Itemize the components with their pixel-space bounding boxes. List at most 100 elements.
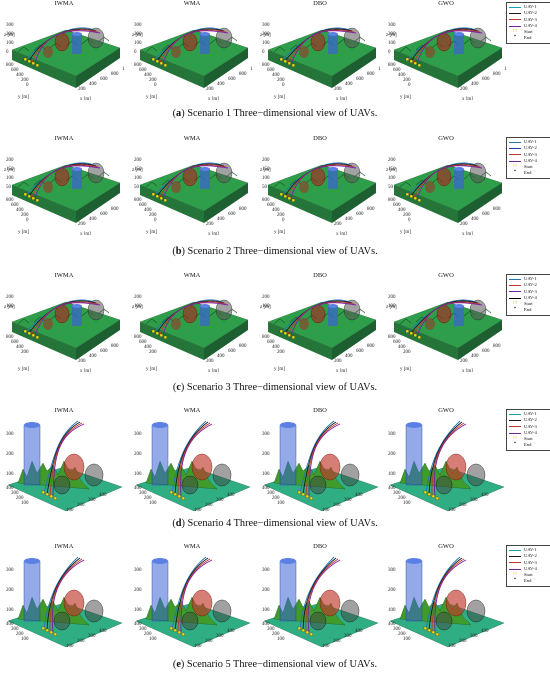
z-tick-label: 100 xyxy=(262,472,270,477)
legend-item-end: * End xyxy=(509,35,549,41)
start-marker xyxy=(409,331,413,335)
uav-1-path xyxy=(425,556,461,630)
legend-label: End xyxy=(524,170,532,176)
legend-label: UAV-1 xyxy=(524,276,537,281)
sphere-obstacle xyxy=(299,46,309,58)
uav-4-path xyxy=(416,165,483,199)
legend-line-swatch xyxy=(509,19,521,21)
caption-label: e xyxy=(176,659,181,670)
sphere-obstacle xyxy=(340,599,360,623)
sphere-obstacle xyxy=(319,589,341,617)
z-tick-label: 100 xyxy=(262,608,270,613)
x-tick-label: 300 xyxy=(470,498,478,503)
panel-title: IWMA xyxy=(54,407,74,414)
x-tick-label: 100 xyxy=(194,644,202,649)
x-axis-label: x [m] xyxy=(336,369,347,372)
y-tick-label: 400 xyxy=(272,73,280,78)
x-tick-label: 300 xyxy=(344,498,352,503)
legend: UAV-1 UAV-2 UAV-3 UAV-4 □ Start * End xyxy=(506,274,550,316)
panel-title: IWMA xyxy=(54,272,74,279)
y-tick-label: 400 xyxy=(262,486,270,491)
x-tick-label: 200 xyxy=(77,639,85,644)
y-axis-label: y [m] xyxy=(274,95,285,100)
x-tick-label: 800 xyxy=(111,72,119,77)
terrain-ridge xyxy=(17,46,30,53)
legend-item-uav-2: UAV-2 xyxy=(509,282,549,288)
terrain-ridge xyxy=(273,46,286,53)
panel-wma: WMA 200 100 800 600 400 200 200 400 600 800 z [m] y … xyxy=(132,272,252,372)
x-tick-label: 100 xyxy=(66,644,74,649)
y-tick-label: 0 xyxy=(282,83,285,88)
x-axis-label: x [m] xyxy=(208,232,219,235)
caption-text: Scenario 3 Three−dimensional view of UAV… xyxy=(186,382,378,393)
legend-item-end: * End xyxy=(509,578,549,584)
uav-4-path xyxy=(180,559,213,633)
start-marker xyxy=(417,335,421,339)
legend-item-end: * End xyxy=(509,307,549,313)
z-tick-label: 200 xyxy=(134,295,142,300)
legend: UAV-1 UAV-2 UAV-3 UAV-4 □ Start * End xyxy=(506,137,550,179)
z-tick-label: 200 xyxy=(134,588,142,593)
panel-title: GWO xyxy=(438,135,454,142)
cylinder-top xyxy=(454,32,464,36)
x-tick-label: 600 xyxy=(228,349,236,354)
y-tick-label: 100 xyxy=(21,637,29,642)
3d-plot: 300200100080060040020002004006008001000z… xyxy=(132,23,252,100)
z-tick-label: 100 xyxy=(6,472,14,477)
y-tick-label: 300 xyxy=(267,627,275,632)
y-tick-label: 200 xyxy=(403,350,411,355)
legend-line-swatch xyxy=(509,141,521,143)
z-tick-label: 300 xyxy=(262,23,270,28)
legend-label: Start xyxy=(524,164,533,170)
x-tick-label: 800 xyxy=(493,72,501,77)
x-tick-label: 600 xyxy=(228,77,236,82)
scenario-d-block: IWMA 300 200 100 400 300 200 100 100 200 300 400 WMA… xyxy=(0,407,550,532)
panel-row: IWMA 300 200 100 400 300 200 100 100 200 300 400 WMA… xyxy=(4,543,505,649)
y-axis-label: y [m] xyxy=(18,367,29,372)
y-tick-label: 800 xyxy=(388,335,396,340)
y-tick-label: 400 xyxy=(388,486,396,491)
uav-4-path xyxy=(162,302,229,336)
y-tick-label: 100 xyxy=(277,501,285,506)
panel-wma: WMA 300 200 100 400 300 200 100 100 200 300 400 xyxy=(132,407,252,513)
legend-line-swatch xyxy=(509,147,521,149)
caption-label: d xyxy=(175,518,182,529)
panel-iwma: IWMA 200 100 800 600 400 200 200 400 600 800 z [m] y… xyxy=(4,272,124,372)
uav-paths xyxy=(405,27,483,67)
y-tick-label: 400 xyxy=(144,208,152,213)
x-tick-label: 400 xyxy=(227,493,235,498)
x-tick-label: 800 xyxy=(239,207,247,212)
start-marker xyxy=(45,492,49,496)
y-tick-label: 200 xyxy=(403,213,411,218)
z-tick-label: 50 xyxy=(388,185,394,190)
z-tick-label: 100 xyxy=(388,608,396,613)
sphere-obstacle xyxy=(181,611,199,631)
legend-label: UAV-4 xyxy=(524,22,537,28)
uav-4-path xyxy=(52,423,85,497)
cylinder-obstacle xyxy=(279,560,297,622)
uav-4-path xyxy=(34,30,101,64)
z-tick-label: 50 xyxy=(134,185,140,190)
legend-line-swatch xyxy=(509,549,521,551)
terrain-front xyxy=(12,322,76,360)
sphere-obstacle xyxy=(182,32,198,52)
start-marker xyxy=(283,194,287,198)
sphere-obstacle xyxy=(299,181,309,193)
z-tick-label: 200 xyxy=(388,158,396,163)
legend-item-uav-1: UAV-1 xyxy=(509,139,549,145)
z-axis-label: z [m] xyxy=(132,305,143,310)
y-tick-label: 100 xyxy=(403,637,411,642)
cylinder-top xyxy=(280,422,296,428)
z-axis-label: z [m] xyxy=(260,33,271,38)
x-tick-label: 400 xyxy=(471,82,479,87)
uav-2-path xyxy=(428,557,463,631)
z-tick-label: 200 xyxy=(6,32,14,37)
sphere-obstacle xyxy=(435,611,453,631)
z-tick-label: 100 xyxy=(6,608,14,613)
z-axis-label: z [m] xyxy=(132,168,143,173)
legend: UAV-1 UAV-2 UAV-3 UAV-4 □ Start * End xyxy=(506,545,550,587)
